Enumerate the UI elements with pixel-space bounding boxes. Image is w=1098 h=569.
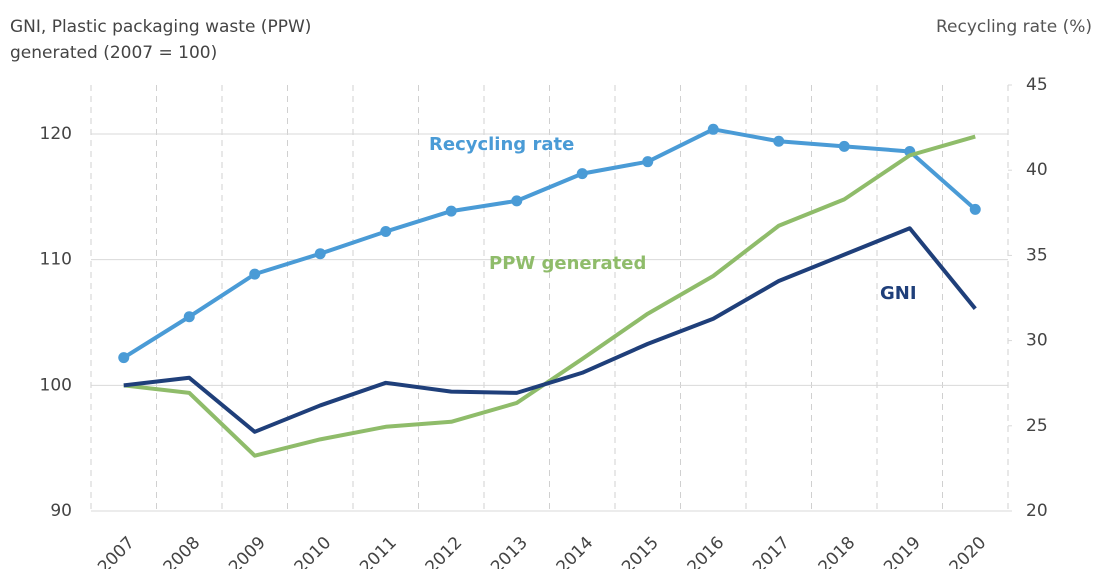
data-point [118,352,130,364]
y2-tick-label: 25 [1026,416,1048,436]
data-point [380,226,392,238]
series-label: GNI [880,283,917,304]
x-tick-label: 2010 [291,533,336,569]
x-tick-label: 2013 [487,533,532,569]
x-tick-label: 2016 [684,533,729,569]
series-line [123,226,977,434]
x-tick-label: 2012 [422,533,467,569]
y2-tick-label: 45 [1026,75,1048,95]
y-tick-label: 90 [50,501,72,521]
y-tick-label: 120 [40,124,72,144]
data-point [773,135,785,147]
y-axis-title: GNI, Plastic packaging waste (PPW) [10,17,311,37]
y-tick-label: 100 [40,375,72,395]
data-point [445,205,457,217]
series-label: Recycling rate [429,134,574,155]
y-tick-label: 110 [40,250,72,270]
x-tick-label: 2018 [815,533,860,569]
data-point [249,268,261,280]
data-point [576,168,588,180]
y2-tick-label: 30 [1026,331,1048,351]
data-point [969,203,981,215]
x-tick-label: 2017 [749,533,794,569]
data-point [314,248,326,260]
y-axis-title: generated (2007 = 100) [10,43,217,63]
data-point [707,123,719,135]
x-tick-label: 2015 [618,533,663,569]
x-tick-label: 2019 [880,533,925,569]
series-line [122,127,977,360]
data-point [183,311,195,323]
x-tick-label: 2014 [553,533,598,569]
data-point [642,156,654,168]
y2-tick-label: 35 [1026,245,1048,265]
x-tick-label: 2008 [160,533,205,569]
x-tick-label: 2011 [356,533,401,569]
x-tick-label: 2020 [946,533,991,569]
series-label: PPW generated [489,253,646,274]
y2-tick-label: 40 [1026,160,1048,180]
y2-tick-label: 20 [1026,501,1048,521]
data-point [511,195,523,207]
data-point [838,140,850,152]
x-tick-label: 2007 [94,533,139,569]
x-tick-label: 2009 [225,533,270,569]
y2-axis-title: Recycling rate (%) [936,17,1092,37]
